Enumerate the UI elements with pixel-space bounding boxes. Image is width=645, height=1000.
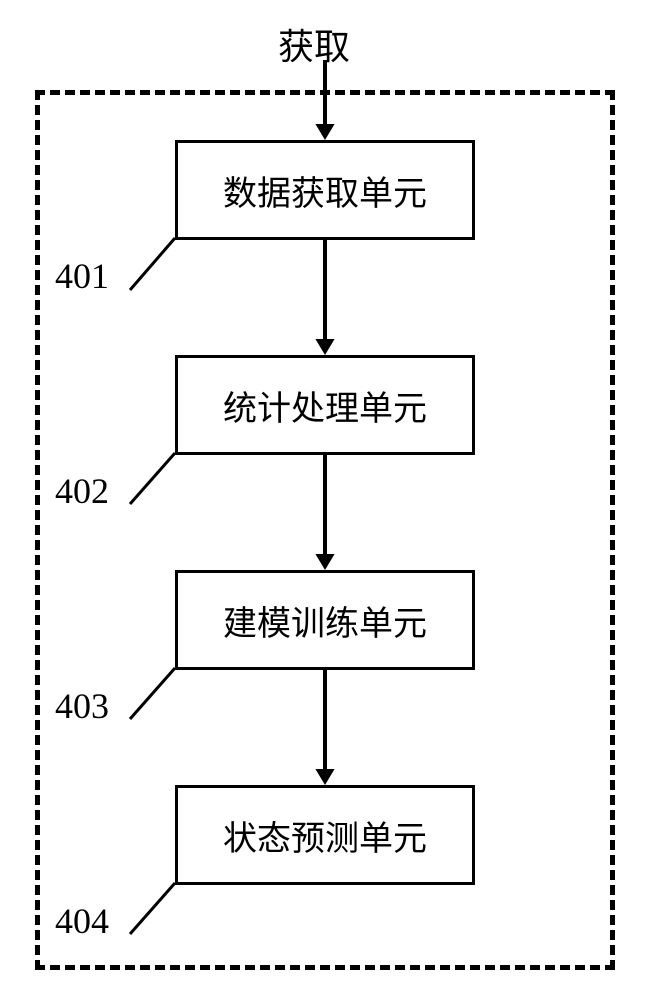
node-402: 统计处理单元 (175, 355, 475, 455)
diagram-canvas: 获取 数据获取单元 统计处理单元 建模训练单元 状态预测单元 401 402 4… (0, 0, 645, 1000)
node-401: 数据获取单元 (175, 140, 475, 240)
node-403-label: 建模训练单元 (223, 596, 427, 645)
node-404: 状态预测单元 (175, 785, 475, 885)
ref-403: 403 (55, 685, 109, 727)
ref-404: 404 (55, 900, 109, 942)
ref-402: 402 (55, 470, 109, 512)
input-label: 获取 (278, 18, 350, 70)
node-402-label: 统计处理单元 (223, 381, 427, 430)
node-403: 建模训练单元 (175, 570, 475, 670)
node-401-label: 数据获取单元 (223, 166, 427, 215)
node-404-label: 状态预测单元 (223, 811, 427, 860)
ref-401: 401 (55, 255, 109, 297)
